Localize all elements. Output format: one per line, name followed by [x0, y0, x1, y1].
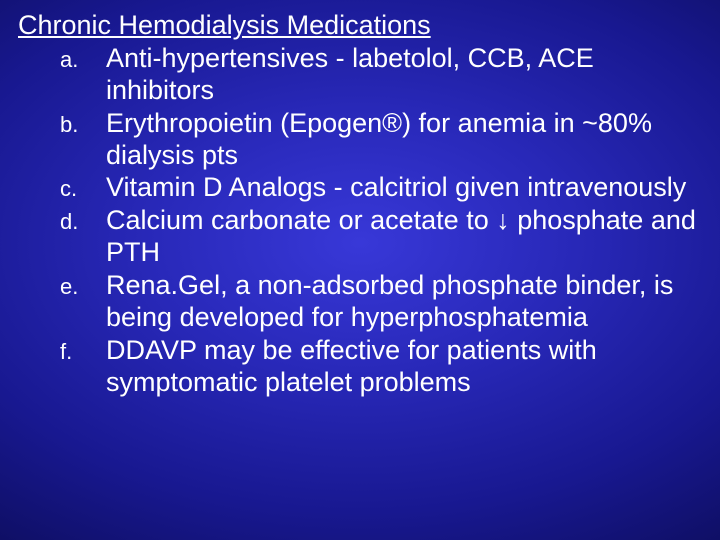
item-marker: c. — [60, 172, 106, 202]
list-item: f. DDAVP may be effective for patients w… — [60, 335, 702, 399]
item-marker: f. — [60, 335, 106, 365]
list-item: b. Erythropoietin (Epogen®) for anemia i… — [60, 108, 702, 172]
slide-title: Chronic Hemodialysis Medications — [18, 10, 702, 41]
item-text: Anti-hypertensives - labetolol, CCB, ACE… — [106, 43, 702, 107]
medication-list: a. Anti-hypertensives - labetolol, CCB, … — [18, 43, 702, 398]
list-item: a. Anti-hypertensives - labetolol, CCB, … — [60, 43, 702, 107]
item-marker: b. — [60, 108, 106, 138]
item-marker: e. — [60, 270, 106, 300]
item-text: Rena.Gel, a non-adsorbed phosphate binde… — [106, 270, 702, 334]
item-marker: d. — [60, 205, 106, 235]
item-text: Erythropoietin (Epogen®) for anemia in ~… — [106, 108, 702, 172]
list-item: c. Vitamin D Analogs - calcitriol given … — [60, 172, 702, 204]
slide-content: Chronic Hemodialysis Medications a. Anti… — [0, 0, 720, 398]
item-text: Vitamin D Analogs - calcitriol given int… — [106, 172, 686, 204]
list-item: e. Rena.Gel, a non-adsorbed phosphate bi… — [60, 270, 702, 334]
list-item: d. Calcium carbonate or acetate to ↓ pho… — [60, 205, 702, 269]
item-text: DDAVP may be effective for patients with… — [106, 335, 702, 399]
item-marker: a. — [60, 43, 106, 73]
item-text: Calcium carbonate or acetate to ↓ phosph… — [106, 205, 702, 269]
